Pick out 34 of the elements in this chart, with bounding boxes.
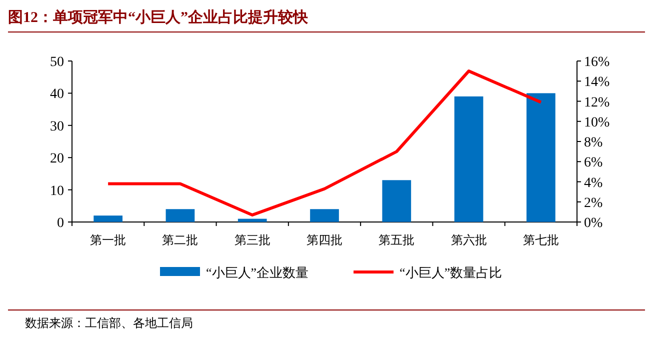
y-tick-label: 40	[50, 87, 64, 102]
bar	[382, 180, 412, 222]
y2-tick-label: 12%	[584, 95, 610, 110]
bar	[94, 216, 122, 222]
x-tick-label: 第七批	[522, 233, 559, 247]
y2-tick-label: 14%	[584, 75, 610, 90]
y-tick-label: 50	[50, 55, 64, 70]
y2-tick-label: 2%	[584, 196, 603, 211]
x-tick-label: 第五批	[378, 233, 415, 247]
y2-tick-label: 6%	[584, 156, 603, 171]
y-tick-label: 0	[57, 216, 64, 231]
y-tick-label: 20	[50, 152, 64, 167]
y2-tick-label: 0%	[584, 216, 603, 231]
x-tick-label: 第一批	[90, 233, 126, 247]
y2-tick-label: 10%	[584, 115, 610, 130]
bar	[526, 93, 556, 222]
legend-label: “小巨人”数量占比	[400, 265, 502, 280]
legend-label: “小巨人”企业数量	[206, 265, 309, 280]
bar	[454, 96, 484, 222]
y2-tick-label: 16%	[584, 55, 610, 70]
y-tick-label: 10	[50, 184, 64, 199]
source-note: 数据来源：工信部、各地工信局	[25, 316, 193, 330]
y2-tick-label: 8%	[584, 136, 603, 150]
y-tick-label: 30	[50, 119, 64, 134]
bar	[310, 209, 339, 222]
title: 图12：单项冠军中“小巨人”企业占比提升较快	[8, 10, 308, 26]
y2-tick-label: 4%	[584, 176, 603, 191]
line-series	[106, 70, 542, 216]
bar	[238, 218, 267, 222]
x-tick-label: 第六批	[450, 233, 487, 247]
x-tick-label: 第四批	[306, 233, 342, 247]
bar	[166, 209, 195, 222]
x-tick-label: 第二批	[162, 233, 198, 247]
x-tick-label: 第三批	[234, 233, 270, 247]
